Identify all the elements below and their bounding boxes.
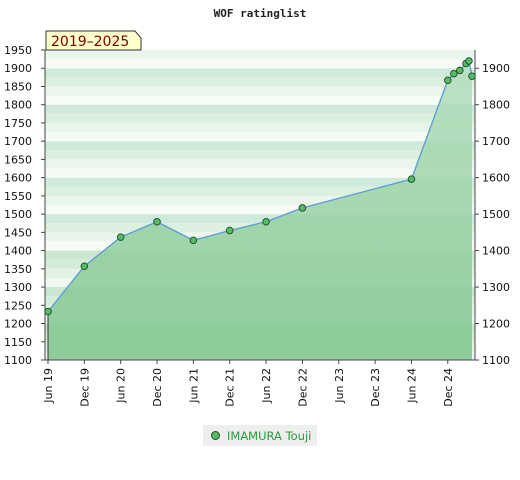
left-tick-label: 1850 xyxy=(4,80,32,93)
background-band xyxy=(45,104,475,114)
data-point xyxy=(450,69,458,78)
x-tick-label: Jun 23 xyxy=(333,368,346,404)
background-band xyxy=(45,122,475,133)
left-tick-label: 1500 xyxy=(4,208,32,221)
legend-label: IMAMURA Touji xyxy=(227,428,312,443)
right-tick-label: 1500 xyxy=(482,208,510,221)
left-tick-label: 1300 xyxy=(4,281,32,294)
data-point xyxy=(189,236,198,245)
data-point xyxy=(262,218,270,226)
x-tick-label: Dec 21 xyxy=(224,368,237,407)
data-point xyxy=(116,233,125,241)
left-tick-label: 1250 xyxy=(4,299,32,312)
x-tick-label: Jun 19 xyxy=(42,368,55,404)
x-tick-label: Dec 23 xyxy=(369,368,382,407)
period-badge: 2019–2025 xyxy=(45,30,142,51)
chart-title: WOF ratinglist xyxy=(214,7,307,20)
legend: IMAMURA Touji xyxy=(203,425,317,446)
left-tick-label: 1350 xyxy=(4,263,32,276)
background-band xyxy=(45,86,475,96)
background-band xyxy=(45,186,475,196)
data-point xyxy=(225,226,234,235)
right-tick-label: 1300 xyxy=(482,281,510,294)
right-tick-label: 1900 xyxy=(482,62,510,75)
background-band xyxy=(45,132,475,142)
left-tick-label: 1400 xyxy=(4,245,32,258)
data-point xyxy=(80,262,89,271)
right-tick-label: 1700 xyxy=(482,135,510,148)
background-band xyxy=(45,177,475,187)
x-tick-label: Jun 24 xyxy=(405,368,418,404)
right-tick-label: 1200 xyxy=(482,318,510,331)
x-axis-ticks: Jun 19 Dec 19 Jun 20 Dec 20 Jun 21 Dec 21 Jun … xyxy=(42,360,455,407)
x-tick-label: Dec 24 xyxy=(442,368,455,407)
left-tick-label: 1150 xyxy=(4,336,32,349)
left-tick-label: 1600 xyxy=(4,172,32,185)
x-tick-label: Dec 22 xyxy=(296,368,309,407)
data-point xyxy=(44,307,52,316)
data-point xyxy=(298,204,307,212)
right-tick-label: 1400 xyxy=(482,245,510,258)
left-axis-ticks: 1100 1150 1200 1250 1300 1350 1400 1450 1500 1550… xyxy=(4,44,45,367)
right-tick-label: 1800 xyxy=(482,99,510,112)
data-points xyxy=(44,57,476,316)
left-tick-label: 1900 xyxy=(4,62,32,75)
right-tick-label: 1100 xyxy=(482,354,510,367)
background-band xyxy=(45,141,475,151)
area-fill xyxy=(48,60,472,361)
axes xyxy=(44,50,476,361)
data-point xyxy=(465,57,473,65)
legend-marker-icon xyxy=(211,431,220,440)
left-tick-label: 1650 xyxy=(4,153,32,166)
x-tick-label: Jun 21 xyxy=(187,368,200,404)
background-band xyxy=(45,195,475,205)
x-tick-label: Dec 20 xyxy=(151,368,164,407)
background-band xyxy=(45,214,475,224)
background-band xyxy=(45,205,475,215)
left-tick-label: 1100 xyxy=(4,354,32,367)
left-tick-label: 1950 xyxy=(4,44,32,57)
background-band xyxy=(45,77,475,87)
left-tick-label: 1750 xyxy=(4,117,32,130)
left-tick-label: 1200 xyxy=(4,318,32,331)
data-point xyxy=(444,76,452,85)
background-band xyxy=(45,159,475,169)
left-tick-label: 1800 xyxy=(4,99,32,112)
background-band xyxy=(45,113,475,123)
right-tick-label: 1600 xyxy=(482,172,510,185)
background-band xyxy=(45,50,475,60)
period-badge-text: 2019–2025 xyxy=(51,34,129,50)
x-tick-label: Jun 20 xyxy=(115,368,128,404)
background-band xyxy=(45,95,475,105)
background-band xyxy=(45,68,475,78)
left-tick-label: 1450 xyxy=(4,226,32,239)
left-tick-label: 1550 xyxy=(4,190,32,203)
right-axis-ticks: 1100 1200 1300 1400 1500 1600 1700 1800 1900 xyxy=(475,62,510,367)
data-point xyxy=(153,218,161,226)
background-band xyxy=(45,59,475,69)
data-point xyxy=(468,72,476,81)
left-tick-label: 1700 xyxy=(4,135,32,148)
x-tick-label: Dec 19 xyxy=(78,368,91,407)
background-band xyxy=(45,150,475,160)
data-point xyxy=(407,175,416,183)
data-point xyxy=(456,66,464,75)
x-tick-label: Jun 22 xyxy=(260,368,273,404)
background-band xyxy=(45,168,475,178)
